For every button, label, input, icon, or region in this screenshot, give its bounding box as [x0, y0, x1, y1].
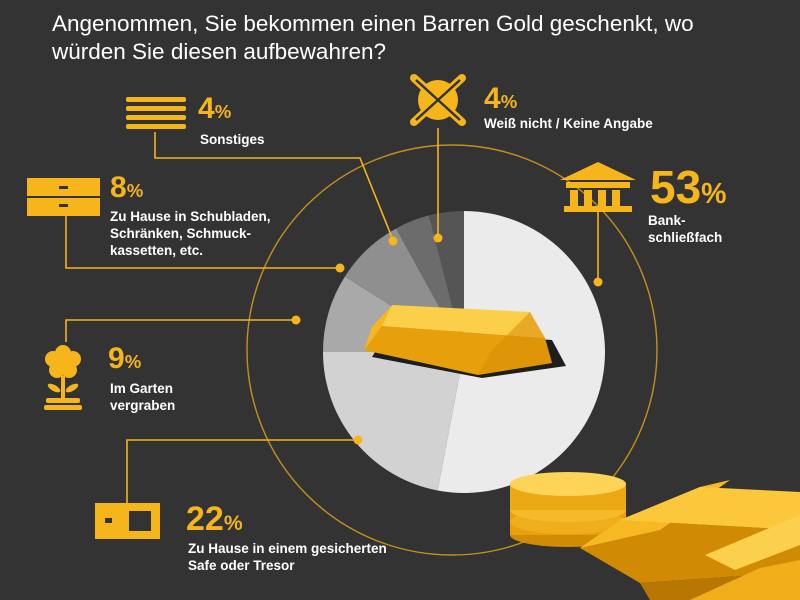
safe-label-line-2: Safe oder Tresor: [188, 558, 295, 573]
bank-percentage: 53%: [650, 164, 727, 210]
bank-percentage-value: 53: [650, 161, 702, 213]
safe-label: Zu Hause in einem gesicherten Safe oder …: [188, 540, 387, 574]
other-percentage-sign: %: [214, 101, 232, 122]
safe-icon: [95, 503, 160, 539]
bank-label-line-1: Bank-: [648, 213, 686, 228]
other-percentage: 4%: [198, 94, 231, 124]
gold-bars-icon: [580, 480, 800, 600]
pie-slice-safe: [323, 352, 464, 491]
garden-label: Im Garten vergraben: [110, 380, 175, 414]
safe-percentage-sign: %: [223, 512, 243, 535]
safe-label-line-1: Zu Hause in einem gesicherten: [188, 541, 387, 556]
unknown-label-line: Weiß nicht / Keine Angabe: [484, 116, 653, 131]
unknown-label: Weiß nicht / Keine Angabe: [484, 115, 653, 132]
drawer-label-line-1: Zu Hause in Schubladen,: [110, 209, 271, 224]
drawer-label-line-2: Schränken, Schmuck-: [110, 226, 252, 241]
connector-dots: [291, 233, 603, 445]
unknown-percentage: 4%: [484, 84, 517, 114]
drawer-percentage-sign: %: [126, 180, 144, 201]
gold-bar-icon: [364, 305, 566, 378]
safe-percentage-value: 22: [186, 500, 224, 538]
chart-title: Angenommen, Sie bekommen einen Barren Go…: [52, 11, 694, 64]
garden-percentage: 9%: [108, 344, 141, 374]
drawer-percentage: 8%: [110, 173, 143, 203]
garden-percentage-value: 9: [108, 342, 125, 375]
cross-icon: [410, 74, 466, 126]
garden-label-line-2: vergraben: [110, 398, 176, 413]
flower-icon: [44, 345, 82, 410]
drawer-label: Zu Hause in Schubladen, Schränken, Schmu…: [110, 208, 271, 259]
bank-label-line-2: schließfach: [648, 230, 723, 245]
garden-label-line-1: Im Garten: [110, 381, 174, 396]
unknown-percentage-value: 4: [484, 82, 501, 115]
stack-icon: [126, 97, 186, 129]
orbit-ring: [246, 144, 658, 556]
bank-percentage-sign: %: [701, 178, 727, 210]
other-label-line: Sonstiges: [200, 132, 265, 147]
other-label: Sonstiges: [200, 131, 265, 148]
drawer-percentage-value: 8: [110, 171, 127, 204]
drawer-label-line-3: kassetten, etc.: [110, 243, 204, 258]
safe-percentage: 22%: [186, 502, 243, 536]
drawer-icon: [27, 178, 100, 216]
bank-label: Bank- schließfach: [648, 212, 722, 246]
bank-icon: [560, 162, 636, 212]
unknown-percentage-sign: %: [500, 91, 518, 112]
garden-percentage-sign: %: [124, 351, 142, 372]
other-percentage-value: 4: [198, 92, 215, 125]
connector-lines: [65, 128, 599, 505]
